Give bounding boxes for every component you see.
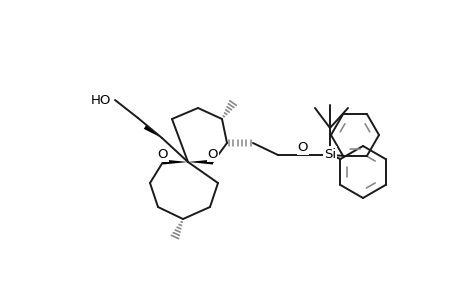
Polygon shape xyxy=(144,125,162,138)
Text: Si: Si xyxy=(323,148,336,160)
Text: O: O xyxy=(157,148,168,161)
Text: O: O xyxy=(207,148,218,161)
Text: O: O xyxy=(297,141,308,154)
Text: HO: HO xyxy=(90,94,111,106)
Polygon shape xyxy=(162,160,188,164)
Polygon shape xyxy=(188,160,213,164)
